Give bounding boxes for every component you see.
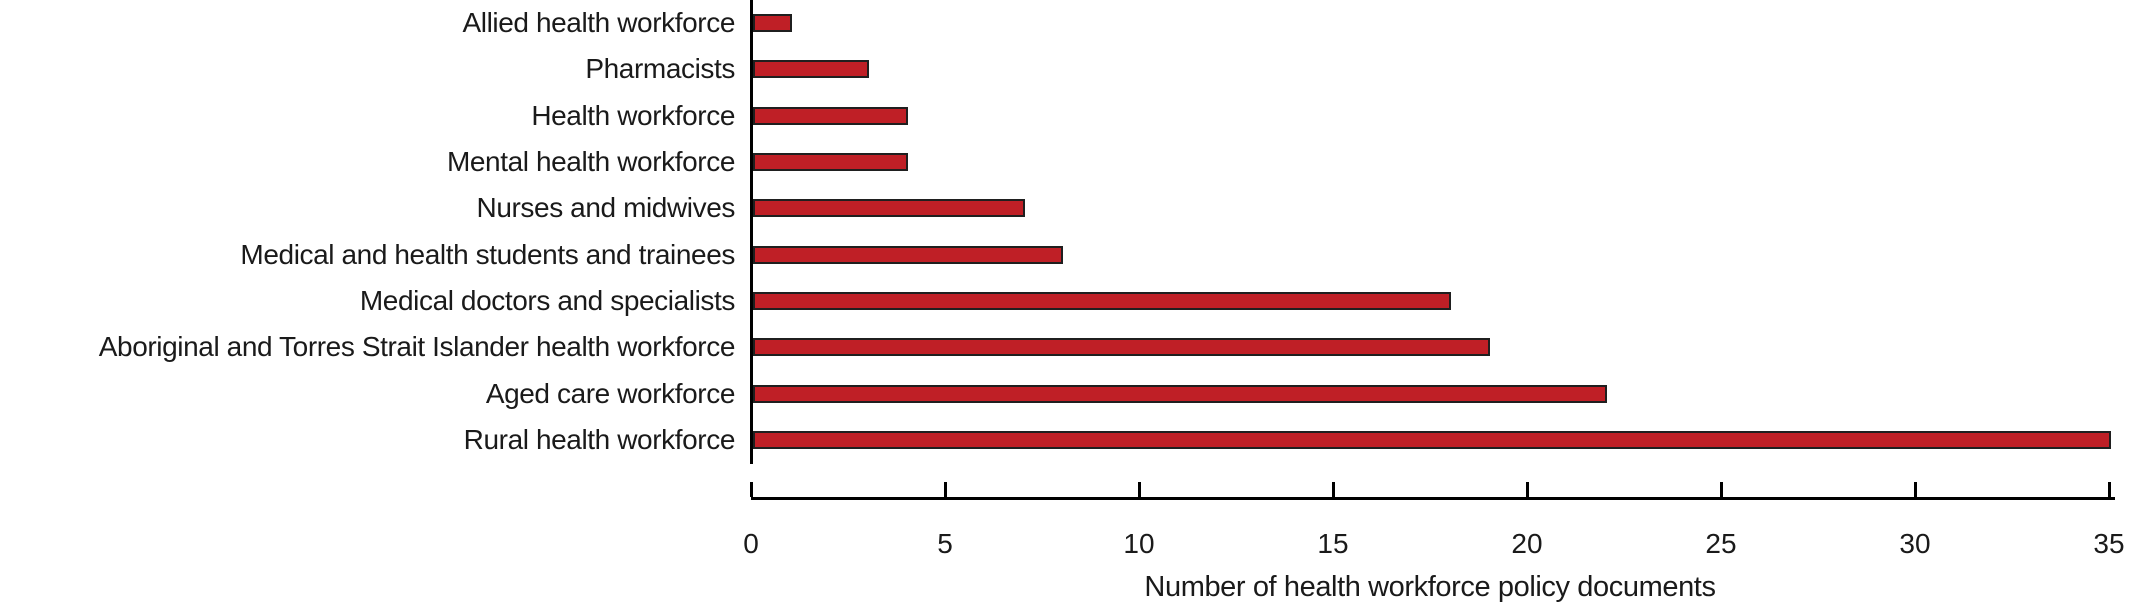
- bar: [753, 199, 1025, 218]
- bar: [753, 291, 1451, 310]
- chart-row: Nurses and midwives: [0, 185, 2134, 231]
- chart-row: Allied health workforce: [0, 0, 2134, 46]
- x-tick: [943, 482, 947, 497]
- chart-row: Mental health workforce: [0, 139, 2134, 185]
- chart-row: Health workforce: [0, 93, 2134, 139]
- category-label: Aboriginal and Torres Strait Islander he…: [98, 331, 736, 363]
- x-tick-label: 30: [1899, 528, 1931, 559]
- x-tick-label: 25: [1705, 528, 1737, 559]
- y-axis-spine: [750, 0, 753, 464]
- category-label: Medical doctors and specialists: [359, 284, 736, 316]
- category-label: Mental health workforce: [446, 146, 735, 178]
- bar: [753, 384, 1607, 403]
- chart-row: Pharmacists: [0, 46, 2134, 92]
- bar: [753, 338, 1490, 357]
- chart-row: Aboriginal and Torres Strait Islander he…: [0, 324, 2134, 370]
- bar: [753, 60, 869, 79]
- bar: [753, 245, 1063, 264]
- chart-row: Medical and health students and trainees: [0, 232, 2134, 278]
- x-tick-label: 20: [1511, 528, 1543, 559]
- bar: [753, 14, 792, 33]
- x-tick: [1913, 482, 1917, 497]
- bar: [753, 106, 908, 125]
- x-tick-label: 10: [1123, 528, 1155, 559]
- chart-row: Rural health workforce: [0, 417, 2134, 463]
- x-tick-label: 0: [743, 528, 759, 559]
- x-tick: [1525, 482, 1529, 497]
- category-label: Nurses and midwives: [476, 192, 736, 224]
- bars-area: Allied health workforce Pharmacists Health…: [0, 0, 2134, 463]
- x-tick-label: 5: [937, 528, 953, 559]
- category-label: Rural health workforce: [463, 423, 736, 455]
- chart-row: Medical doctors and specialists: [0, 278, 2134, 324]
- category-label: Aged care workforce: [485, 377, 736, 409]
- category-label: Medical and health students and trainees: [240, 238, 735, 270]
- x-tick: [1137, 482, 1141, 497]
- category-label: Pharmacists: [585, 53, 735, 85]
- category-label: Health workforce: [531, 99, 735, 131]
- chart-row: Aged care workforce: [0, 370, 2134, 416]
- x-axis-line: [751, 497, 2115, 500]
- x-tick: [1331, 482, 1335, 497]
- x-tick: [749, 482, 753, 497]
- bar: [753, 153, 908, 172]
- x-axis-title: Number of health workforce policy docume…: [1144, 571, 1716, 603]
- bar: [753, 430, 2111, 449]
- category-label: Allied health workforce: [462, 7, 736, 39]
- x-tick: [2107, 482, 2111, 497]
- x-tick: [1719, 482, 1723, 497]
- x-tick-label: 35: [2093, 528, 2125, 559]
- x-tick-label: 15: [1317, 528, 1349, 559]
